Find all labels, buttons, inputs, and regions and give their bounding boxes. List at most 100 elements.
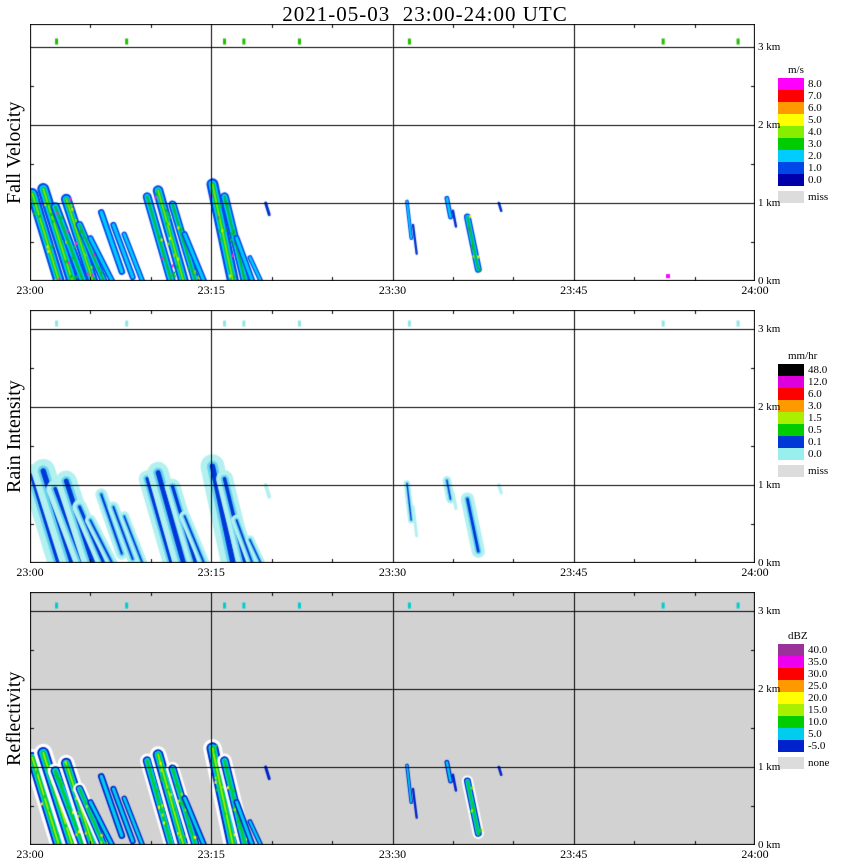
legend-color-swatch (778, 174, 804, 186)
legend-color-swatch (778, 388, 804, 400)
legend-missing-swatch (778, 465, 804, 477)
legend-value-label: 6.0 (808, 102, 822, 114)
legend-color-swatch (778, 716, 804, 728)
legend-missing-label: miss (808, 191, 829, 203)
panel-rain-intensity: Rain Intensity mm/hr 48.0 12.0 6.0 3.0 1.5 0.5… (0, 310, 850, 579)
legend-value-label: 0.1 (808, 436, 822, 448)
legend-value-label: 35.0 (808, 656, 828, 668)
y-axis-label-0km: 0 km (758, 275, 781, 287)
page-title: 2021-05-03 23:00-24:00 UTC (282, 2, 568, 26)
x-axis-label-2300: 23:00 (16, 847, 44, 861)
y-axis-label-1km: 1 km (758, 479, 781, 491)
legend-item: 25.0 (778, 680, 829, 692)
reflectivity-legend: dBZ 40.0 35.0 30.0 25.0 20.0 15.0 10.0 5.0 -5.0 no… (778, 630, 829, 769)
legend-item: 6.0 (778, 388, 828, 400)
legend-color-swatch (778, 78, 804, 90)
panel-axis-title-fall-velocity: Fall Velocity (3, 101, 25, 204)
legend-value-label: 4.0 (808, 126, 822, 138)
legend-value-label: 0.5 (808, 424, 822, 436)
legend-item: 10.0 (778, 716, 829, 728)
legend-missing-item: none (778, 757, 829, 769)
legend-item: 4.0 (778, 126, 828, 138)
y-axis-label-2km: 2 km (758, 401, 781, 413)
legend-color-swatch (778, 114, 804, 126)
legend-value-label: 10.0 (808, 716, 828, 728)
legend-missing-swatch (778, 191, 804, 203)
legend-item: 1.5 (778, 412, 828, 424)
legend-value-label: 3.0 (808, 138, 822, 150)
legend-item: 0.0 (778, 448, 828, 460)
fall-velocity-heatmap (30, 24, 755, 281)
legend-value-label: 1.0 (808, 162, 822, 174)
legend-missing-item: miss (778, 191, 828, 203)
legend-color-swatch (778, 656, 804, 668)
x-axis-label-2300: 23:00 (16, 565, 44, 579)
legend-value-label: 15.0 (808, 704, 828, 716)
legend-value-label: 0.0 (808, 448, 822, 460)
y-axis-label-3km: 3 km (758, 323, 781, 335)
legend-item: 30.0 (778, 668, 829, 680)
legend-value-label: -5.0 (808, 740, 826, 752)
legend-value-label: 0.0 (808, 174, 822, 186)
legend-item: 7.0 (778, 90, 828, 102)
legend-value-label: 1.5 (808, 412, 822, 424)
legend-item: -5.0 (778, 740, 829, 752)
legend-color-swatch (778, 376, 804, 388)
legend-color-swatch (778, 668, 804, 680)
x-axis-label-2345: 23:45 (560, 565, 588, 579)
legend-value-label: 7.0 (808, 90, 822, 102)
legend-color-swatch (778, 126, 804, 138)
legend-item: 35.0 (778, 656, 829, 668)
legend-item: 48.0 (778, 364, 828, 376)
legend-missing-label: miss (808, 465, 829, 477)
x-axis-label-2315: 23:15 (197, 847, 225, 861)
y-axis-label-2km: 2 km (758, 119, 781, 131)
legend-color-swatch (778, 150, 804, 162)
legend-color-swatch (778, 692, 804, 704)
legend-item: 15.0 (778, 704, 829, 716)
legend-color-swatch (778, 162, 804, 174)
legend-value-label: 48.0 (808, 364, 828, 376)
legend-color-swatch (778, 400, 804, 412)
panel-fall-velocity: Fall Velocity m/s 8.0 7.0 6.0 5.0 4.0 3.0 2.0 1.… (0, 24, 850, 297)
x-axis-label-2345: 23:45 (560, 847, 588, 861)
legend-item: 3.0 (778, 138, 828, 150)
legend-color-swatch (778, 436, 804, 448)
y-axis-label-3km: 3 km (758, 41, 781, 53)
legend-color-swatch (778, 680, 804, 692)
legend-color-swatch (778, 102, 804, 114)
x-axis-label-2330: 23:30 (378, 847, 407, 861)
reflectivity-heatmap (30, 592, 755, 845)
legend-value-label: 25.0 (808, 680, 828, 692)
legend-color-swatch (778, 704, 804, 716)
legend-item: 2.0 (778, 150, 828, 162)
legend-value-label: 3.0 (808, 400, 822, 412)
x-axis-label-2315: 23:15 (197, 565, 225, 579)
x-axis-label-2400: 24:00 (741, 847, 769, 861)
panel-axis-title-rain-intensity: Rain Intensity (3, 380, 25, 493)
y-axis-label-1km: 1 km (758, 761, 781, 773)
legend-item: 3.0 (778, 400, 828, 412)
legend-color-swatch (778, 364, 804, 376)
legend-color-swatch (778, 138, 804, 150)
legend-value-label: 12.0 (808, 376, 828, 388)
legend-color-swatch (778, 412, 804, 424)
legend-item: 0.5 (778, 424, 828, 436)
legend-item: 1.0 (778, 162, 828, 174)
legend-item: 5.0 (778, 728, 829, 740)
legend-value-label: 8.0 (808, 78, 822, 90)
legend-item: 5.0 (778, 114, 828, 126)
rain-intensity-legend: mm/hr 48.0 12.0 6.0 3.0 1.5 0.5 0.1 0.0 miss (778, 350, 828, 477)
legend-value-label: 5.0 (808, 728, 822, 740)
y-axis-label-0km: 0 km (758, 557, 781, 569)
legend-unit-label: m/s (788, 64, 804, 76)
legend-item: 20.0 (778, 692, 829, 704)
legend-item: 6.0 (778, 102, 828, 114)
legend-color-swatch (778, 448, 804, 460)
legend-item: 0.1 (778, 436, 828, 448)
legend-value-label: 20.0 (808, 692, 828, 704)
legend-value-label: 6.0 (808, 388, 822, 400)
legend-color-swatch (778, 424, 804, 436)
rain-intensity-heatmap (30, 310, 755, 563)
x-axis-label-2400: 24:00 (741, 283, 769, 297)
